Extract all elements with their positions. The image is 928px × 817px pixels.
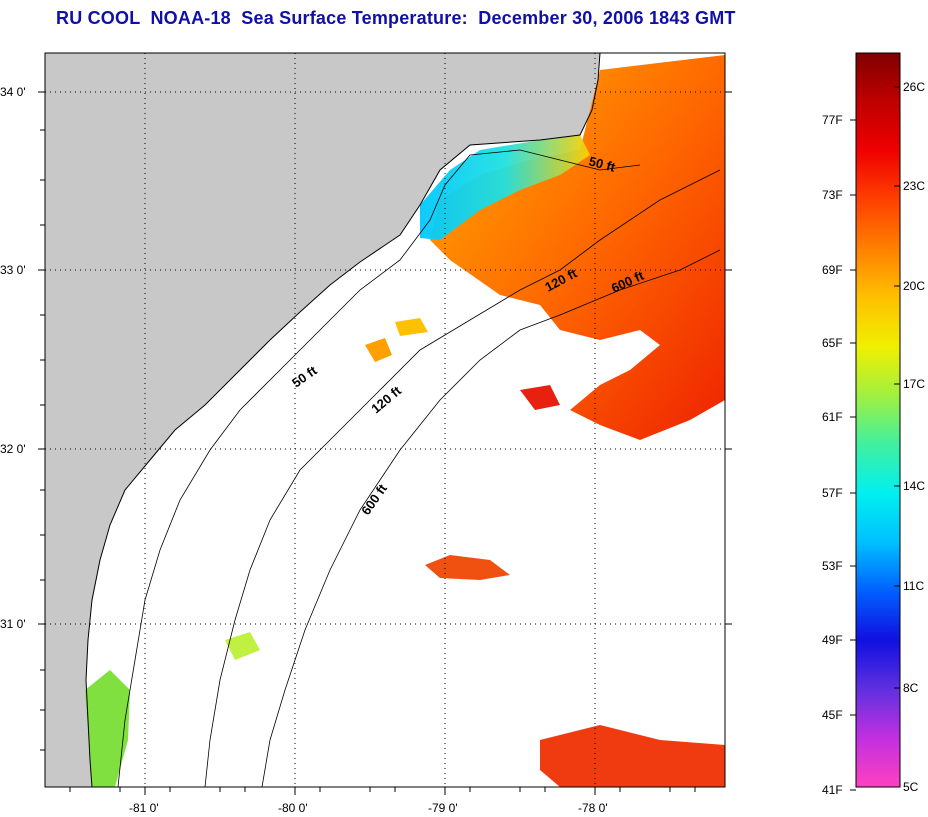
sst-patch xyxy=(225,632,260,660)
sst-warm-region xyxy=(430,55,725,440)
colorbar-fahrenheit-label: 57F xyxy=(822,486,843,500)
colorbar-fahrenheit-label: 65F xyxy=(822,336,843,350)
lat-label: 34 0' xyxy=(0,85,26,99)
colorbar-fahrenheit-label: 41F xyxy=(822,783,843,797)
lat-label: 31 0' xyxy=(0,617,26,631)
tick-marks xyxy=(38,91,732,795)
lon-label: -78 0' xyxy=(578,801,608,815)
lon-label: -79 0' xyxy=(428,801,458,815)
land-mass xyxy=(45,53,600,787)
colorbar-fahrenheit-label: 61F xyxy=(822,410,843,424)
colorbar-celsius-label: 17C xyxy=(903,377,925,391)
graticule xyxy=(45,53,725,787)
colorbar-celsius-label: 26C xyxy=(903,80,925,94)
contour-label: 50 ft xyxy=(587,153,617,175)
sst-cool-region xyxy=(420,135,590,240)
map-title: RU COOL NOAA-18 Sea Surface Temperature:… xyxy=(56,8,736,28)
colorbar-fahrenheit-label: 69F xyxy=(822,263,843,277)
sst-warm-patch-mid xyxy=(425,555,510,580)
sst-patch xyxy=(395,318,428,336)
colorbar-celsius-label: 20C xyxy=(903,279,925,293)
colorbar-fahrenheit-label: 77F xyxy=(822,113,843,127)
coastline xyxy=(85,53,601,787)
sst-warm-patch-south xyxy=(540,725,725,787)
colorbar-bar xyxy=(855,52,901,788)
isobath-50ft xyxy=(117,149,641,787)
lon-label: -81 0' xyxy=(129,801,159,815)
colorbar-celsius-label: 11C xyxy=(903,579,924,593)
isobath-120ft xyxy=(204,169,721,787)
colorbar-celsius-label: 23C xyxy=(903,179,925,193)
lat-label: 33 0' xyxy=(0,263,26,277)
colorbar-celsius-label: 8C xyxy=(903,681,919,695)
colorbar-celsius-label: 5C xyxy=(903,780,919,794)
map-frame xyxy=(44,52,726,788)
colorbar-ticks: 77F 73F 69F 65F 61F 57F 53F 49F 45F 41F 26C 23C 20C 1… xyxy=(822,80,925,797)
sst-patch xyxy=(520,385,560,410)
colorbar-fahrenheit-label: 49F xyxy=(822,633,843,647)
colorbar-fahrenheit-label: 45F xyxy=(822,708,843,722)
colorbar-celsius-label: 14C xyxy=(903,479,925,493)
isobath-600ft xyxy=(261,249,721,787)
sst-green-patch xyxy=(85,670,130,787)
sst-patch xyxy=(365,338,392,362)
colorbar-fahrenheit-label: 53F xyxy=(822,559,843,573)
lat-label: 32 0' xyxy=(0,442,26,456)
lon-label: -80 0' xyxy=(278,801,308,815)
colorbar-fahrenheit-label: 73F xyxy=(822,188,843,202)
